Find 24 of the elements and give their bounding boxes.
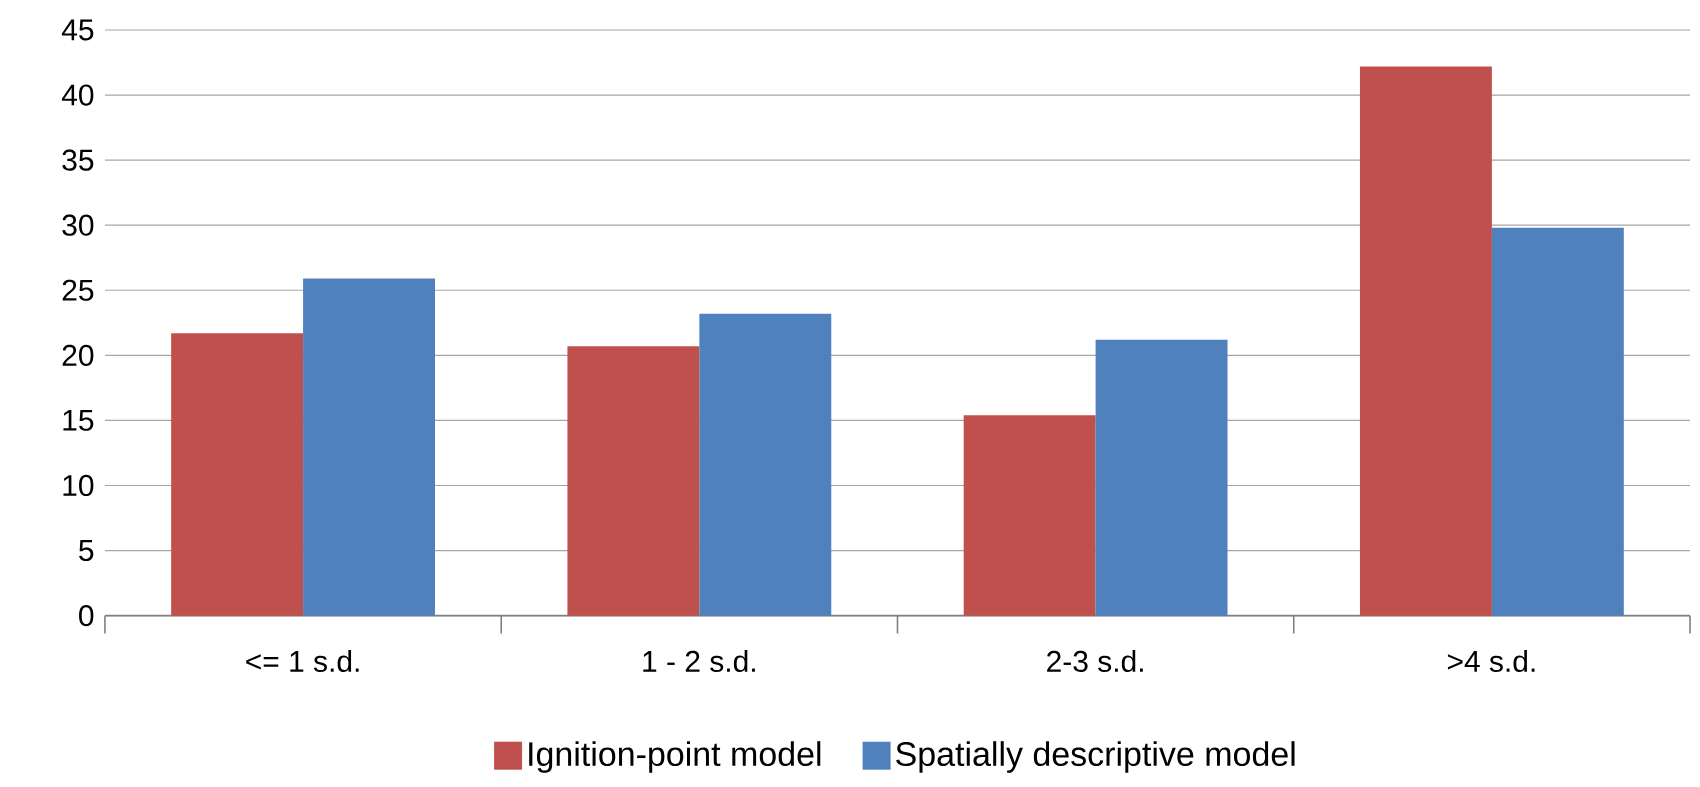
bar (567, 346, 700, 616)
y-tick-label: 5 (79, 540, 94, 562)
bar (1359, 66, 1492, 616)
y-tick-label: 0 (79, 605, 94, 627)
y-tick-label: 35 (62, 149, 94, 171)
y-tick-label: 15 (63, 410, 94, 432)
y-tick-label: 40 (61, 84, 94, 106)
bar (303, 278, 435, 616)
y-tick-label: 45 (61, 19, 94, 41)
bar (963, 415, 1096, 616)
legend-label: Ignition-point model (529, 741, 821, 774)
legend-label: Spatially descriptive model (896, 741, 1295, 774)
x-tick-label: <= 1 s.d. (246, 650, 359, 673)
bar (699, 313, 832, 616)
y-tick-label: 20 (62, 344, 94, 367)
x-tick-label: >4 s.d. (1447, 650, 1535, 673)
y-tick-label: 30 (62, 214, 94, 237)
y-tick-label: 10 (63, 475, 94, 497)
bar (171, 333, 304, 616)
bar (1095, 339, 1228, 616)
y-tick-label: 25 (62, 279, 94, 302)
x-tick-label: 2-3 s.d. (1047, 650, 1143, 673)
x-tick-label: 1 - 2 s.d. (643, 650, 755, 673)
bar (1491, 228, 1624, 616)
